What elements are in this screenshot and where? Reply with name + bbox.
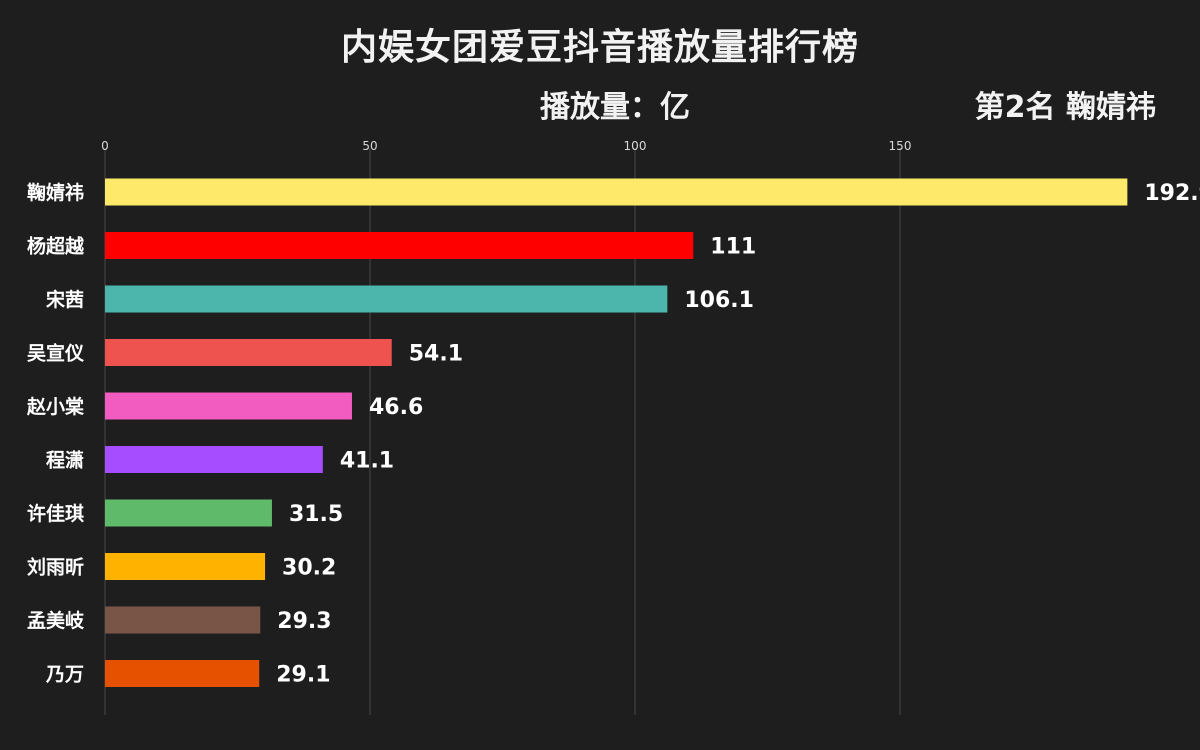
bar — [105, 553, 266, 580]
bar — [105, 392, 352, 420]
x-tick-label: 100 — [624, 139, 647, 153]
category-label: 乃万 — [45, 664, 84, 686]
value-label: 29.1 — [276, 663, 330, 688]
x-tick-label: 150 — [889, 139, 912, 153]
category-label: 宋茜 — [45, 288, 84, 311]
x-tick-label: 0 — [101, 139, 109, 153]
chart-title: 内娱女团爱豆抖音播放量排行榜 — [340, 27, 859, 68]
value-label: 41.1 — [340, 449, 394, 474]
bar — [105, 499, 272, 527]
category-label: 程潇 — [46, 450, 84, 472]
category-label: 孟美岐 — [27, 609, 85, 632]
category-label: 吴宣仪 — [27, 342, 85, 365]
value-label: 106.1 — [684, 288, 754, 313]
category-label: 刘雨昕 — [27, 556, 84, 579]
x-tick-label: 50 — [362, 139, 377, 153]
category-label: 赵小棠 — [26, 395, 85, 418]
value-label: 54.1 — [409, 342, 463, 367]
category-label: 杨超越 — [27, 235, 85, 258]
bar — [105, 339, 392, 366]
bar — [105, 178, 1128, 206]
category-label: 许佳琪 — [27, 502, 84, 525]
value-label: 192.9 — [1144, 181, 1200, 206]
bar — [105, 606, 261, 634]
rank-label: 第2名 鞠婧祎 — [974, 90, 1156, 125]
value-label: 30.2 — [282, 556, 336, 581]
category-label: 鞠婧祎 — [27, 181, 84, 204]
chart-subtitle: 播放量：亿 — [540, 90, 690, 125]
bar — [105, 446, 323, 473]
value-label: 46.6 — [369, 395, 423, 420]
bar — [105, 285, 668, 313]
value-label: 31.5 — [289, 502, 343, 527]
bar — [105, 660, 260, 687]
value-label: 29.3 — [277, 609, 331, 634]
value-label: 111 — [710, 235, 756, 260]
bar — [105, 232, 694, 259]
